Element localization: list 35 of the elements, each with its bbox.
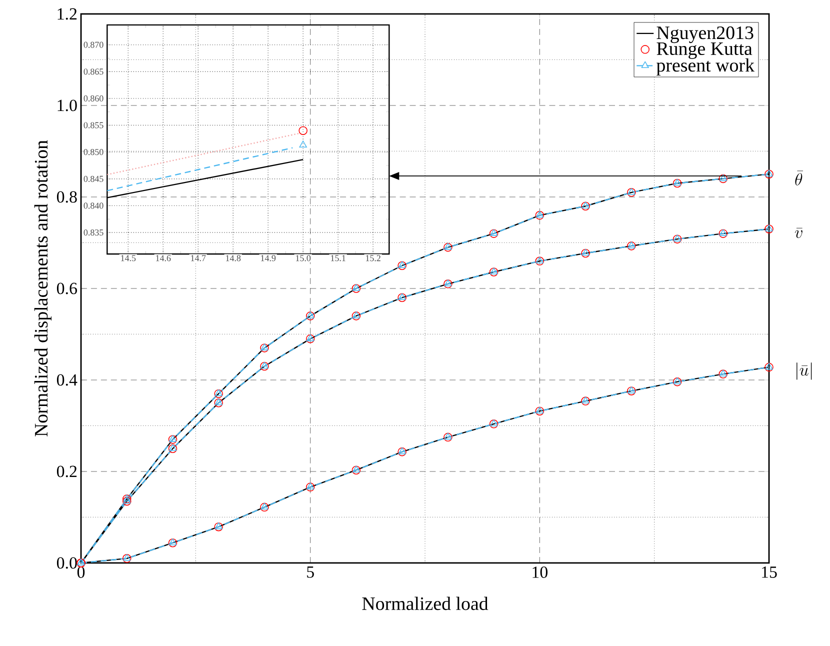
- y-tick-label: 0.2: [56, 466, 77, 478]
- x-tick-label: 14.5: [121, 255, 136, 262]
- y-tick-label: 0.835: [84, 229, 104, 236]
- y-tick-label: 0.6: [56, 282, 77, 294]
- y-tick-label: 1.0: [58, 100, 77, 112]
- x-axis-title: Normalized load: [362, 596, 488, 610]
- y-tick-label: 0.870: [84, 42, 104, 48]
- legend-label: Runge Kutta: [656, 42, 752, 59]
- x-tick-label: 0: [77, 566, 85, 578]
- y-tick-label: 0.0: [56, 557, 77, 569]
- y-tick-label: 1.2: [58, 8, 77, 20]
- y-tick-label: 0.855: [84, 122, 104, 128]
- x-tick-label: 14.6: [156, 255, 171, 262]
- x-tick-label: 14.8: [226, 255, 241, 262]
- x-tick-label: 15.1: [331, 255, 346, 262]
- text: $|\bar{u}|$: [796, 362, 812, 380]
- x-tick-label: 14.7: [191, 255, 206, 262]
- y-tick-label: 0.845: [84, 176, 104, 182]
- text: $\bar{v}$: [795, 228, 802, 238]
- y-tick-label: 0.840: [84, 202, 104, 209]
- y-tick-label: 0.8: [56, 191, 77, 203]
- y-tick-label: 0.850: [84, 149, 104, 156]
- x-tick-label: 15: [762, 566, 777, 578]
- x-tick-label: 5: [307, 566, 314, 578]
- x-tick-label: 15.2: [366, 255, 380, 262]
- text: $\bar{\theta}$: [795, 170, 804, 186]
- x-tick-label: 10: [532, 566, 548, 578]
- legend-label: Nguyen2013: [656, 26, 754, 44]
- legend-label: present work: [656, 58, 755, 76]
- x-tick-label: 15.0: [296, 255, 311, 262]
- y-tick-label: 0.860: [84, 95, 104, 102]
- y-axis-title: Normalized displacements and rotation: [34, 140, 52, 436]
- y-tick-label: 0.865: [84, 68, 104, 75]
- y-tick-label: 0.4: [56, 374, 78, 386]
- x-tick-label: 14.9: [261, 255, 276, 262]
